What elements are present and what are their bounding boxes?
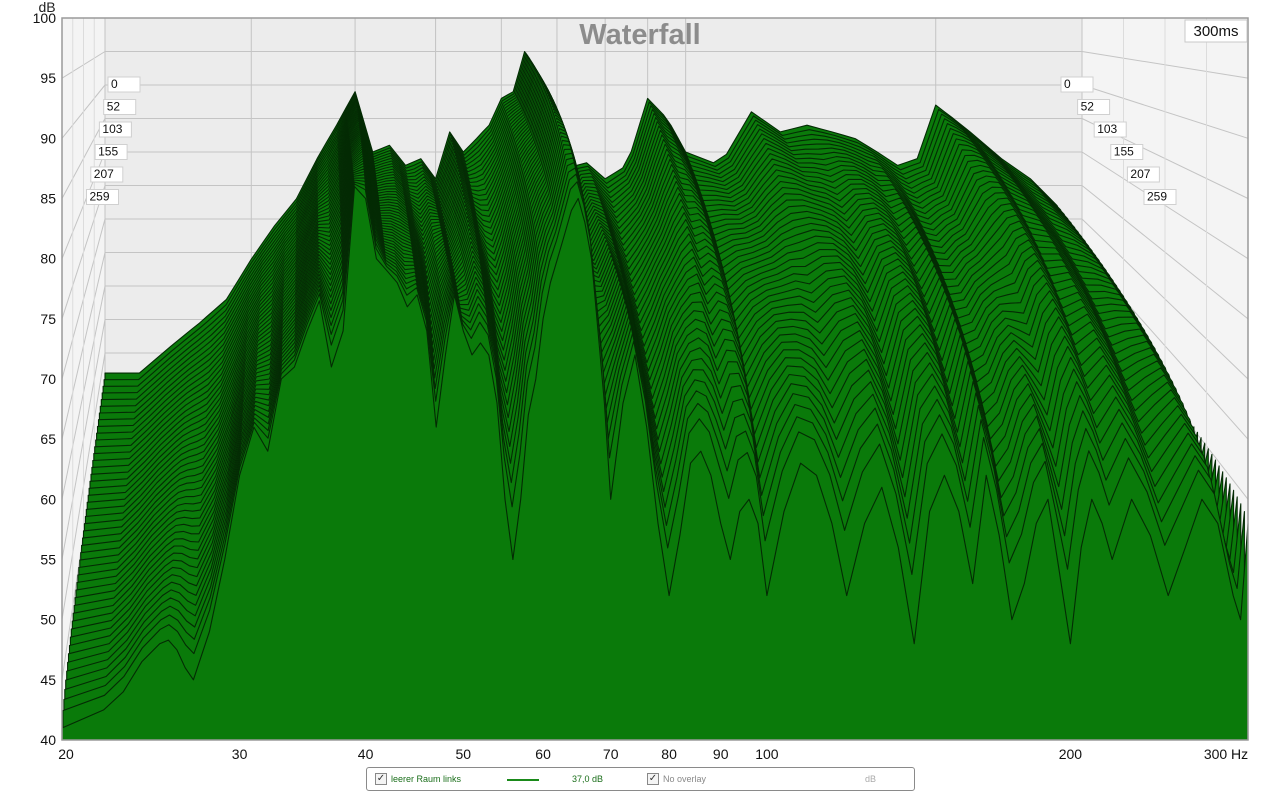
y-tick-label: 75 (40, 311, 56, 327)
x-tick-label: 100 (755, 746, 779, 762)
time-window-box: 300ms (1184, 19, 1248, 43)
chart-frame (61, 17, 1249, 741)
x-tick-label: 40 (358, 746, 374, 762)
y-tick-label: 45 (40, 672, 56, 688)
y-axis-labels: 40 45 50 55 60 65 70 75 80 85 90 95 100 (33, 10, 57, 748)
time-slice-label-right: 259 (1143, 189, 1177, 205)
chart-title: Waterfall (579, 19, 700, 51)
svg-text:52: 52 (107, 100, 121, 114)
series-checkbox[interactable]: ✓ (375, 773, 387, 785)
time-slice-label-left: 103 (98, 121, 132, 138)
x-tick-label: 80 (661, 746, 677, 762)
svg-text:259: 259 (1147, 190, 1167, 204)
x-tick-label: 30 (232, 746, 248, 762)
x-tick-label: 200 (1059, 746, 1083, 762)
overlay-checkbox[interactable]: ✓ (647, 773, 659, 785)
time-slice-label-left: 0 (107, 76, 141, 93)
plot-border (61, 17, 1249, 741)
x-tick-label: 20 (58, 746, 74, 762)
y-tick-label: 40 (40, 732, 56, 748)
overlay-label: No overlay (663, 774, 707, 784)
y-tick-label: 60 (40, 491, 56, 507)
time-slice-label-right: 207 (1126, 166, 1160, 183)
y-tick-label: 80 (40, 251, 56, 267)
time-slice-label-right: 103 (1093, 121, 1127, 138)
overlay-unit: dB (865, 774, 877, 784)
waterfall-slice (61, 185, 1249, 741)
x-tick-label: 50 (456, 746, 472, 762)
time-window-label: 300ms (1193, 23, 1238, 40)
y-axis-unit: dB (38, 0, 55, 15)
time-slice-label-left: 207 (90, 166, 124, 183)
y-tick-label: 55 (40, 552, 56, 568)
svg-text:103: 103 (102, 122, 122, 136)
y-tick-label: 95 (40, 70, 56, 86)
time-slice-label-right: 52 (1077, 99, 1111, 115)
series-value: 37,0 dB (572, 774, 604, 784)
y-tick-label: 70 (40, 371, 56, 387)
time-slice-label-left: 52 (103, 99, 137, 115)
svg-text:103: 103 (1097, 122, 1117, 136)
series-name: leerer Raum links (391, 774, 462, 784)
svg-text:0: 0 (1064, 77, 1071, 91)
waterfall-slices (61, 50, 1249, 741)
y-tick-label: 50 (40, 612, 56, 628)
legend-bar: ✓ leerer Raum links 37,0 dB ✓ No overlay… (366, 767, 915, 791)
y-tick-label: 90 (40, 130, 56, 146)
x-axis-labels: 20 30 40 50 60 70 80 90 100 200 300 Hz (58, 746, 1248, 762)
y-tick-label: 65 (40, 431, 56, 447)
time-slice-label-right: 155 (1110, 144, 1144, 160)
svg-text:207: 207 (1130, 167, 1150, 181)
x-tick-label: 300 Hz (1204, 746, 1248, 762)
x-tick-label: 60 (535, 746, 551, 762)
y-tick-label: 100 (33, 10, 57, 26)
series-swatch (507, 779, 539, 781)
x-tick-label: 70 (603, 746, 619, 762)
svg-text:207: 207 (94, 167, 114, 181)
svg-text:155: 155 (1114, 145, 1134, 159)
svg-text:259: 259 (90, 190, 110, 204)
x-tick-label: 90 (713, 746, 729, 762)
svg-text:0: 0 (111, 77, 118, 91)
time-slice-label-right: 0 (1060, 76, 1094, 93)
time-slice-label-left: 155 (94, 144, 128, 160)
y-tick-label: 85 (40, 191, 56, 207)
svg-text:155: 155 (98, 145, 118, 159)
svg-text:52: 52 (1081, 100, 1095, 114)
time-slice-label-left: 259 (86, 189, 119, 205)
